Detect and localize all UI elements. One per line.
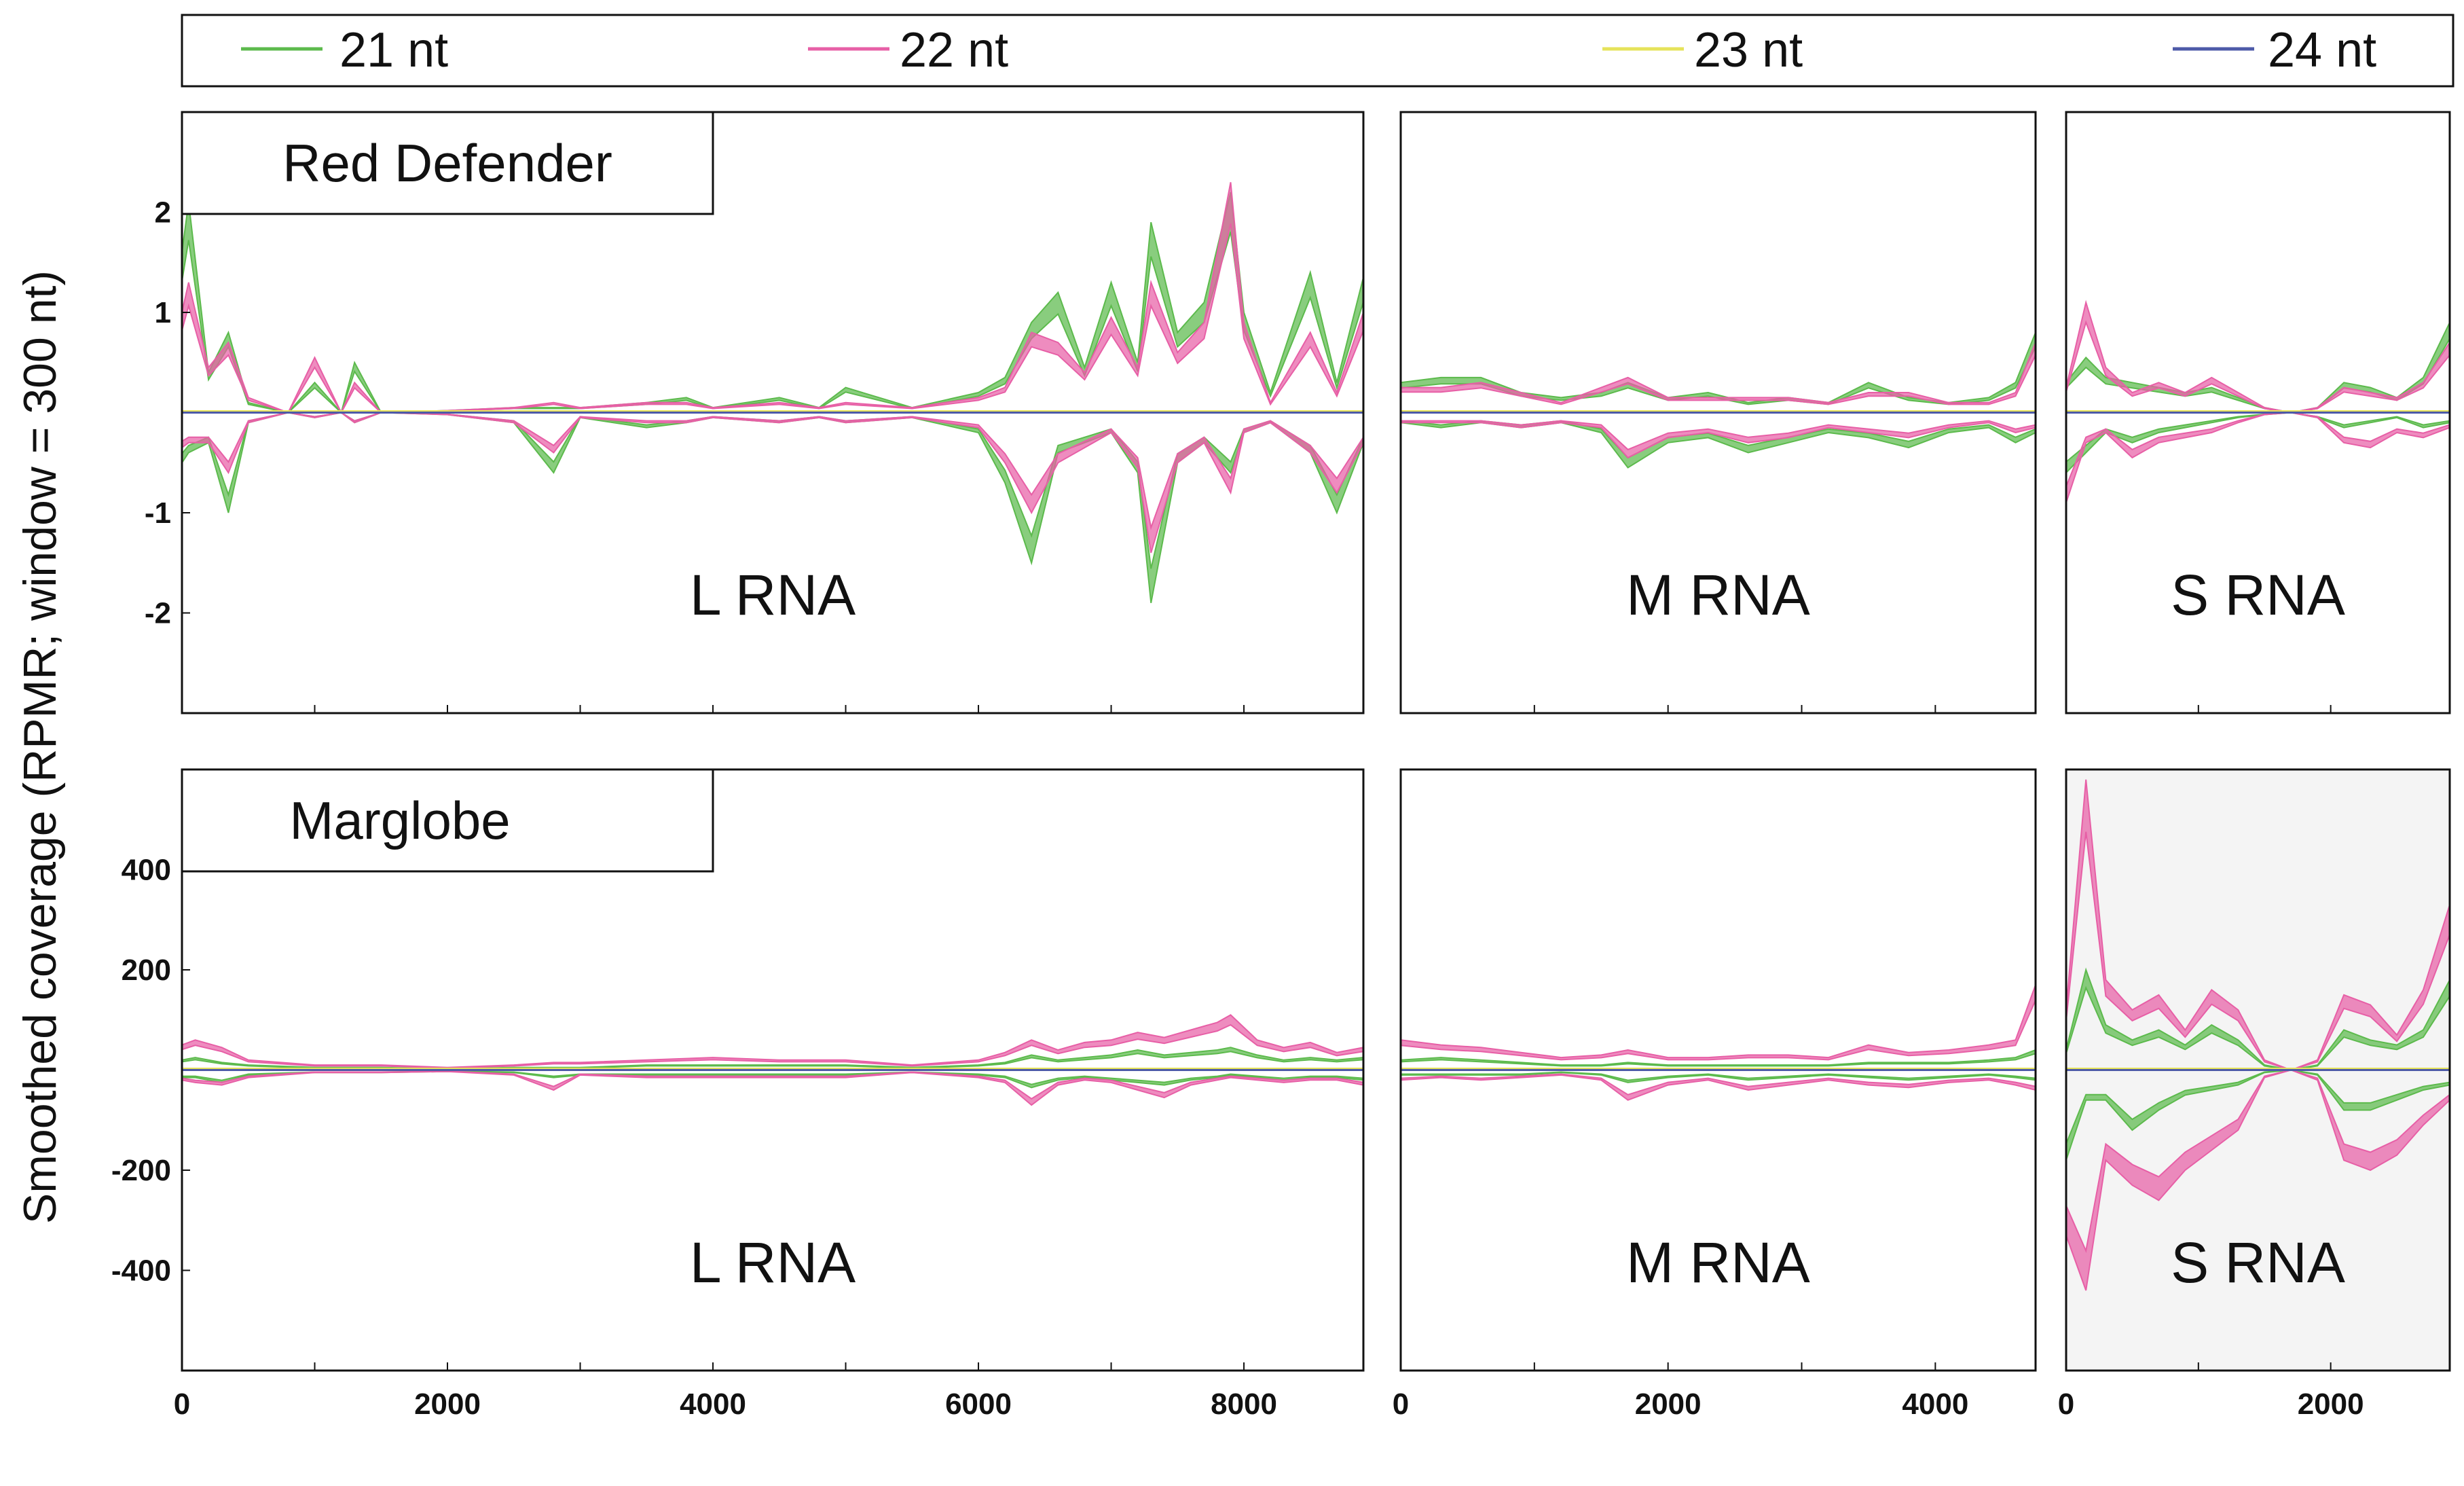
y-axis-label: Smoothed coverage (RPMR; window = 300 nt… bbox=[14, 270, 66, 1224]
legend-label-24nt: 24 nt bbox=[2268, 23, 2376, 77]
series-22nt-minus-band bbox=[182, 1070, 1363, 1106]
series-22nt-plus-band bbox=[1401, 984, 2036, 1061]
series-22nt-minus-band bbox=[182, 412, 1363, 554]
y-tick-label: 200 bbox=[122, 954, 171, 987]
plot-area bbox=[1401, 984, 2036, 1101]
series-21nt-minus-band bbox=[1401, 420, 2036, 469]
legend-label-23nt: 23 nt bbox=[1694, 23, 1803, 77]
series-22nt-minus-band bbox=[1401, 420, 2036, 459]
x-tick-label: 0 bbox=[1393, 1388, 1409, 1421]
legend-label-22nt: 22 nt bbox=[900, 23, 1008, 77]
x-tick-label: 0 bbox=[2058, 1388, 2074, 1421]
series-21nt-plus-band bbox=[1401, 1049, 2036, 1067]
segment-label: S RNA bbox=[2171, 563, 2345, 627]
plot-area bbox=[182, 182, 1363, 603]
panel-m-rna: M RNA bbox=[1399, 111, 2037, 714]
x-tick-label: 2000 bbox=[2298, 1388, 2364, 1421]
panel-frame bbox=[2065, 111, 2451, 714]
segment-label: M RNA bbox=[1626, 1231, 1810, 1294]
panel-frame bbox=[2065, 768, 2451, 1372]
panel-m-rna: 0 2000 4000 M RNA bbox=[1393, 768, 2037, 1421]
series-22nt-plus-band bbox=[2066, 779, 2450, 1071]
panel-frame bbox=[181, 768, 1365, 1372]
plot-area bbox=[2066, 779, 2450, 1291]
legend: 21 nt 22 nt 23 nt 24 nt bbox=[181, 14, 2454, 88]
x-tick-label: 4000 bbox=[1902, 1388, 1968, 1421]
x-tick-label: 2000 bbox=[414, 1388, 481, 1421]
x-tick-label: 2000 bbox=[1635, 1388, 1702, 1421]
series-21nt-plus-band bbox=[2066, 967, 2450, 1071]
segment-label: L RNA bbox=[690, 563, 856, 627]
series-22nt-plus-band bbox=[2066, 300, 2450, 414]
series-22nt-minus-band bbox=[2066, 1069, 2450, 1291]
cultivar-label: Red Defender bbox=[282, 133, 612, 193]
y-tick-label: -1 bbox=[145, 496, 171, 530]
y-tick-label: 2 bbox=[155, 196, 171, 230]
series-21nt-minus-band bbox=[2066, 1069, 2450, 1161]
row-red-defender: L RNA -2 -1 1 2 M RNA S RNA Red Defender bbox=[145, 111, 2451, 714]
x-tick-label: 0 bbox=[174, 1388, 190, 1421]
x-tick-label: 6000 bbox=[945, 1388, 1012, 1421]
series-22nt-plus-band bbox=[1401, 342, 2036, 405]
panel-frame bbox=[181, 111, 1365, 714]
x-tick-label: 8000 bbox=[1211, 1388, 1277, 1421]
series-22nt-minus-band bbox=[1401, 1073, 2036, 1101]
legend-label-21nt: 21 nt bbox=[339, 23, 448, 77]
y-tick-label: 400 bbox=[122, 854, 171, 887]
panel-frame bbox=[1399, 768, 2037, 1372]
panel-frame bbox=[1399, 111, 2037, 714]
y-tick-label: -200 bbox=[111, 1154, 171, 1187]
series-21nt-plus-band bbox=[182, 1047, 1363, 1070]
series-22nt-plus-band bbox=[182, 1014, 1363, 1069]
x-tick-label: 4000 bbox=[680, 1388, 746, 1421]
panel-s-rna: S RNA bbox=[2065, 111, 2451, 714]
y-tick-label: -400 bbox=[111, 1254, 171, 1288]
cultivar-label-box bbox=[181, 111, 714, 215]
y-tick-label: 1 bbox=[155, 296, 171, 329]
cultivar-label-box bbox=[181, 768, 714, 873]
segment-label: S RNA bbox=[2171, 1231, 2345, 1294]
plot-area bbox=[1401, 332, 2036, 469]
plot-area bbox=[182, 1014, 1363, 1106]
plot-area bbox=[2066, 300, 2450, 503]
series-22nt-minus-band bbox=[2066, 412, 2450, 503]
segment-label: M RNA bbox=[1626, 563, 1810, 627]
series-21nt-minus-band bbox=[1401, 1071, 2036, 1083]
segment-label: L RNA bbox=[690, 1231, 856, 1294]
series-21nt-minus-band bbox=[2066, 412, 2450, 474]
panel-s-rna: 0 2000 S RNA bbox=[2058, 768, 2451, 1421]
y-tick-label: -2 bbox=[145, 597, 171, 630]
series-21nt-plus-band bbox=[182, 192, 1363, 414]
series-22nt-plus-band bbox=[182, 182, 1363, 414]
cultivar-label: Marglobe bbox=[289, 791, 510, 850]
